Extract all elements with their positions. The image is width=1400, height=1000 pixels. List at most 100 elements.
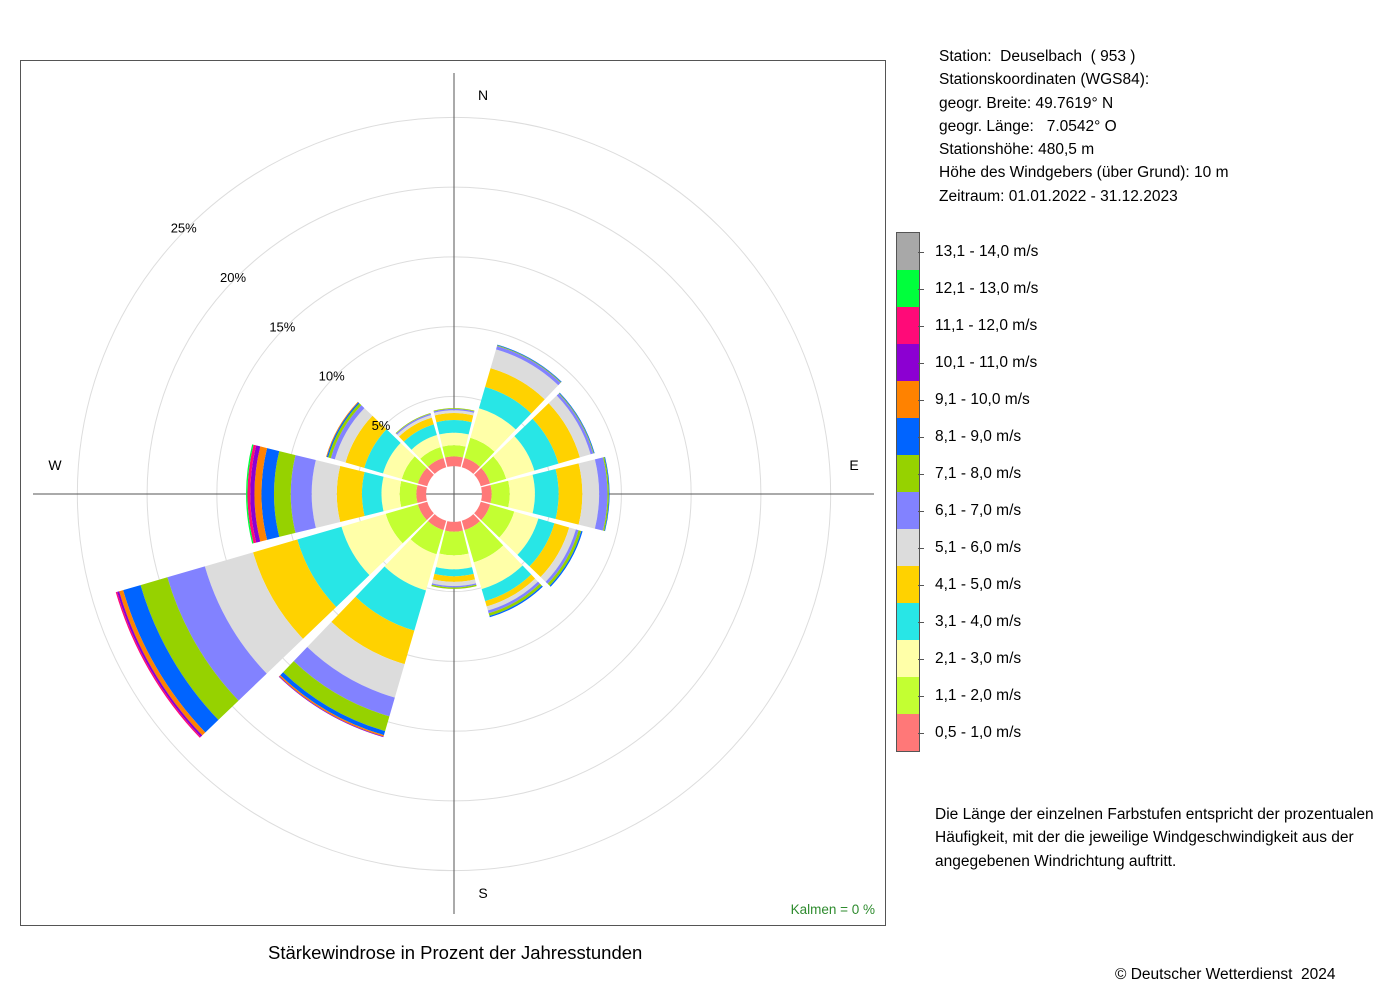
petal-segment (385, 504, 427, 544)
station-line: geogr. Länge: 7.0542° O (939, 117, 1117, 135)
petal-segment (434, 413, 474, 423)
wind-rose-plot: N E S W Kalmen = 0 % 5% 10% 15% 20% 25% (20, 60, 886, 926)
petal-segment (280, 672, 386, 736)
petal-segment (508, 474, 535, 514)
legend-label: 0,5 - 1,0 m/s (935, 723, 1022, 741)
legend-tick (918, 251, 924, 253)
station-line: Zeitraum: 01.01.2022 - 31.12.2023 (939, 187, 1178, 205)
petal-segment (464, 521, 504, 563)
compass-label-e: E (849, 457, 858, 473)
petal-segment (603, 457, 609, 531)
petal-segment (167, 566, 267, 701)
petal-segment (334, 408, 373, 463)
petal-segment (464, 437, 495, 467)
legend-swatch (897, 455, 919, 492)
petal-segment (361, 472, 384, 516)
legend-tick (918, 325, 924, 327)
petal-segment (442, 445, 466, 458)
petal-segment (474, 501, 491, 521)
petal-segment (250, 445, 261, 543)
petal-segment (490, 480, 510, 508)
petal-segment (261, 448, 280, 540)
legend-label: 6,1 - 7,0 m/s (935, 501, 1022, 519)
petal-segment (433, 573, 475, 582)
petal-segment (341, 513, 403, 576)
chart-title: Stärkewindrose in Prozent der Jahresstun… (268, 942, 643, 963)
petal-segment (481, 456, 507, 484)
petal-segment (431, 583, 477, 588)
petal-segment (433, 408, 475, 412)
explanation-note: Die Länge der einzelnen Farbstufen entsp… (935, 806, 1374, 870)
wind-rose-svg: N E S W Kalmen = 0 % 5% 10% 15% 20% 25% (33, 73, 875, 917)
petal-segment (486, 578, 539, 611)
legend-tick (918, 399, 924, 401)
petal-segment (594, 457, 608, 531)
legend-swatch (897, 714, 919, 751)
station-line: Stationshöhe: 480,5 m (939, 141, 1095, 159)
calm-label: Kalmen = 0 % (791, 902, 875, 917)
petal-segment (396, 413, 432, 435)
petal-segment (411, 435, 441, 459)
petal-segment (548, 395, 591, 458)
petal-segment (431, 584, 477, 589)
petal-segment (432, 579, 476, 587)
petal-segment (417, 501, 434, 521)
petal-segment (481, 485, 492, 503)
petal-segment (445, 521, 463, 532)
legend-swatch (897, 529, 919, 566)
petal-segment (290, 455, 316, 533)
legend-swatch (897, 492, 919, 529)
petal-segment (381, 476, 402, 512)
petal-segment (384, 539, 437, 591)
station-line: geogr. Breite: 49.7619° N (939, 94, 1114, 112)
legend-label: 8,1 - 9,0 m/s (935, 427, 1022, 445)
legend-label: 12,1 - 13,0 m/s (935, 279, 1039, 297)
petal-segment (283, 661, 390, 732)
petal-segment (398, 417, 434, 442)
legend-tick (918, 362, 924, 364)
petal-segment (532, 403, 580, 464)
petal-segment (514, 418, 559, 471)
legend-swatch (897, 603, 919, 640)
petal-segment (247, 444, 257, 544)
legend-swatch (897, 418, 919, 455)
label-layer: N E S W Kalmen = 0 % 5% 10% 15% 20% 25% (48, 87, 875, 917)
ring-label: 25% (171, 221, 197, 236)
petal-segment (330, 405, 365, 460)
legend-label: 13,1 - 14,0 m/s (935, 242, 1039, 260)
petal-segment (461, 457, 481, 474)
legend-swatch (897, 270, 919, 307)
legend-label: 7,1 - 8,0 m/s (935, 464, 1022, 482)
petal-segment (493, 436, 535, 479)
compass-label-s: S (478, 885, 487, 901)
petal-segment (547, 530, 582, 586)
legend-tick (918, 695, 924, 697)
legend-tick (918, 547, 924, 549)
axes-layer (33, 73, 874, 914)
legend-swatch (897, 566, 919, 603)
petal-segment (487, 581, 540, 614)
legend-tick (918, 288, 924, 290)
petal-segment (434, 410, 474, 416)
petal-segment (420, 447, 444, 467)
petal-segment (578, 459, 600, 529)
petal-segment (140, 577, 239, 720)
copyright: © Deutscher Wetterdienst 2024 (1115, 966, 1336, 983)
petal-segment (555, 463, 583, 525)
legend-tick (918, 473, 924, 475)
station-line: Stationskoordinaten (WGS84): (939, 71, 1150, 89)
petal-segment (403, 424, 437, 450)
station-line: Höhe des Windgebers (über Grund): 10 m (939, 164, 1229, 182)
petal-segment (427, 514, 447, 531)
legend-tick (918, 584, 924, 586)
petal-segment (529, 523, 570, 578)
legend-label: 9,1 - 10,0 m/s (935, 390, 1030, 408)
legend-swatch (897, 307, 919, 344)
legend-label: 1,1 - 2,0 m/s (935, 686, 1022, 704)
petal-segment (478, 386, 532, 430)
petal-segment (364, 429, 401, 474)
petal-segment (336, 466, 365, 522)
legend-label: 11,1 - 12,0 m/s (935, 316, 1038, 334)
petal-segment (436, 420, 472, 435)
petal-segment (496, 345, 561, 386)
